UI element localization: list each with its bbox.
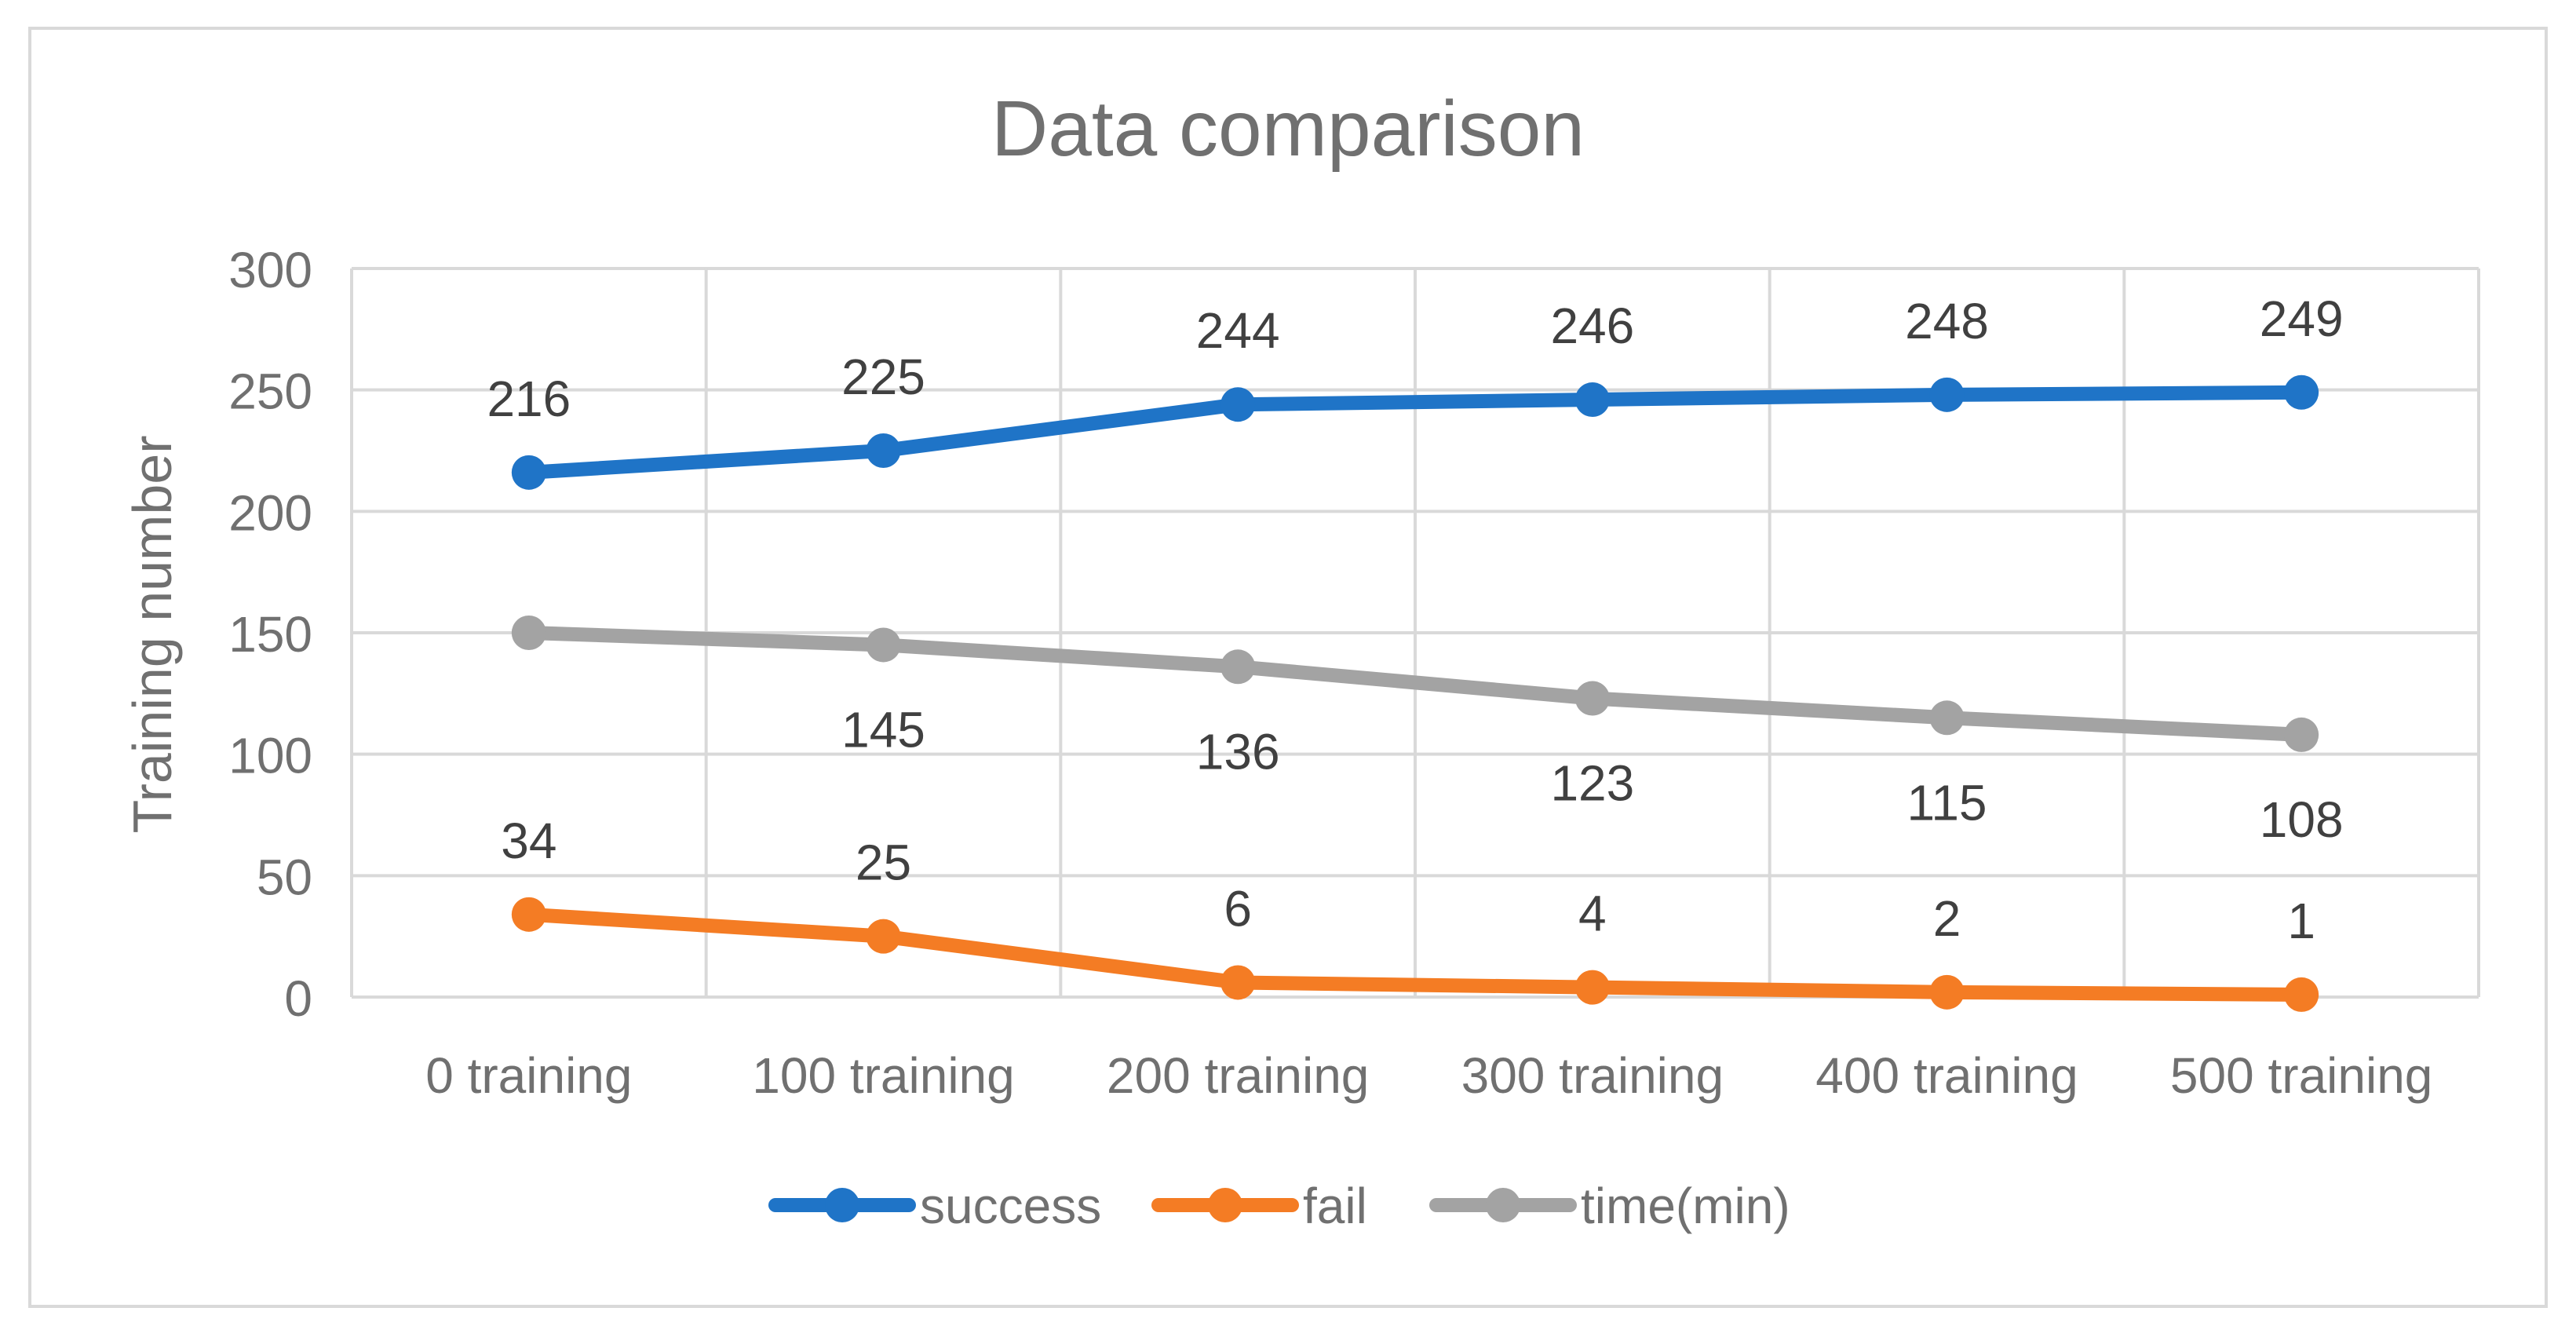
data-labels: 216 225 244 246 248 249 34 25 6 4 2 1 145 136 123 115 10…: [487, 290, 2343, 949]
data-point: [511, 455, 546, 490]
y-tick-label: 300: [228, 242, 312, 298]
data-point: [1929, 377, 1965, 412]
data-point: [866, 919, 901, 954]
y-tick-label: 50: [257, 849, 312, 905]
data-point: [2284, 374, 2319, 410]
legend-label: time(min): [1581, 1178, 1790, 1234]
data-point: [1220, 965, 1256, 1000]
data-point: [1220, 649, 1256, 685]
data-point: [1574, 382, 1610, 418]
data-point: [866, 433, 901, 468]
data-label: 216: [487, 371, 571, 427]
y-tick-label: 100: [228, 728, 312, 784]
data-label: 248: [1905, 293, 1989, 349]
x-tick-label: 300 training: [1461, 1047, 1724, 1104]
series-markers: [511, 374, 2319, 1012]
data-label: 25: [856, 835, 911, 891]
legend-marker: [825, 1188, 859, 1222]
data-point: [1220, 387, 1256, 422]
legend-marker: [1486, 1188, 1520, 1222]
data-label: 244: [1196, 302, 1280, 359]
data-label: 1: [2287, 893, 2315, 949]
x-tick-label: 200 training: [1107, 1047, 1369, 1104]
data-point: [1574, 681, 1610, 716]
data-point: [1929, 974, 1965, 1010]
data-label: 123: [1550, 755, 1634, 812]
data-label: 6: [1224, 880, 1252, 937]
data-point: [511, 897, 546, 932]
x-tick-label: 0 training: [425, 1047, 632, 1104]
data-point: [2284, 717, 2319, 752]
data-label: 115: [1906, 774, 1987, 831]
y-tick-label: 150: [228, 606, 312, 663]
legend-label: fail: [1303, 1178, 1367, 1234]
y-tick-label: 250: [228, 363, 312, 420]
legend-label: success: [920, 1178, 1101, 1234]
y-tick-label: 0: [284, 970, 312, 1027]
series-lines: [521, 385, 2309, 1002]
legend: success fail time(min): [768, 1178, 1790, 1234]
data-label: 2: [1933, 890, 1961, 947]
data-point: [866, 627, 901, 663]
series-line: [521, 385, 2309, 480]
data-label: 145: [841, 701, 925, 758]
data-point: [1574, 970, 1610, 1005]
data-label: 225: [841, 349, 925, 405]
data-label: 34: [501, 813, 556, 869]
series-line: [521, 907, 2309, 1002]
data-label: 4: [1578, 886, 1607, 942]
data-point: [2284, 977, 2319, 1012]
data-label: 249: [2260, 290, 2344, 347]
data-label: 108: [2260, 791, 2344, 848]
y-tick-label: 200: [228, 484, 312, 541]
data-label: 246: [1550, 298, 1634, 354]
y-tick-labels: 0 50 100 150 200 250 300: [228, 242, 312, 1027]
y-axis-label: Training number: [122, 435, 183, 833]
data-point: [1929, 700, 1965, 736]
x-tick-label: 400 training: [1815, 1047, 2078, 1104]
legend-marker: [1208, 1188, 1242, 1222]
data-label: 136: [1196, 723, 1280, 780]
data-point: [511, 616, 546, 650]
chart-title: Data comparison: [991, 85, 1585, 173]
series-line: [521, 626, 2309, 742]
x-tick-labels: 0 training 100 training 200 training 300 tr…: [425, 1047, 2432, 1104]
x-tick-label: 500 training: [2170, 1047, 2432, 1104]
x-tick-label: 100 training: [752, 1047, 1014, 1104]
